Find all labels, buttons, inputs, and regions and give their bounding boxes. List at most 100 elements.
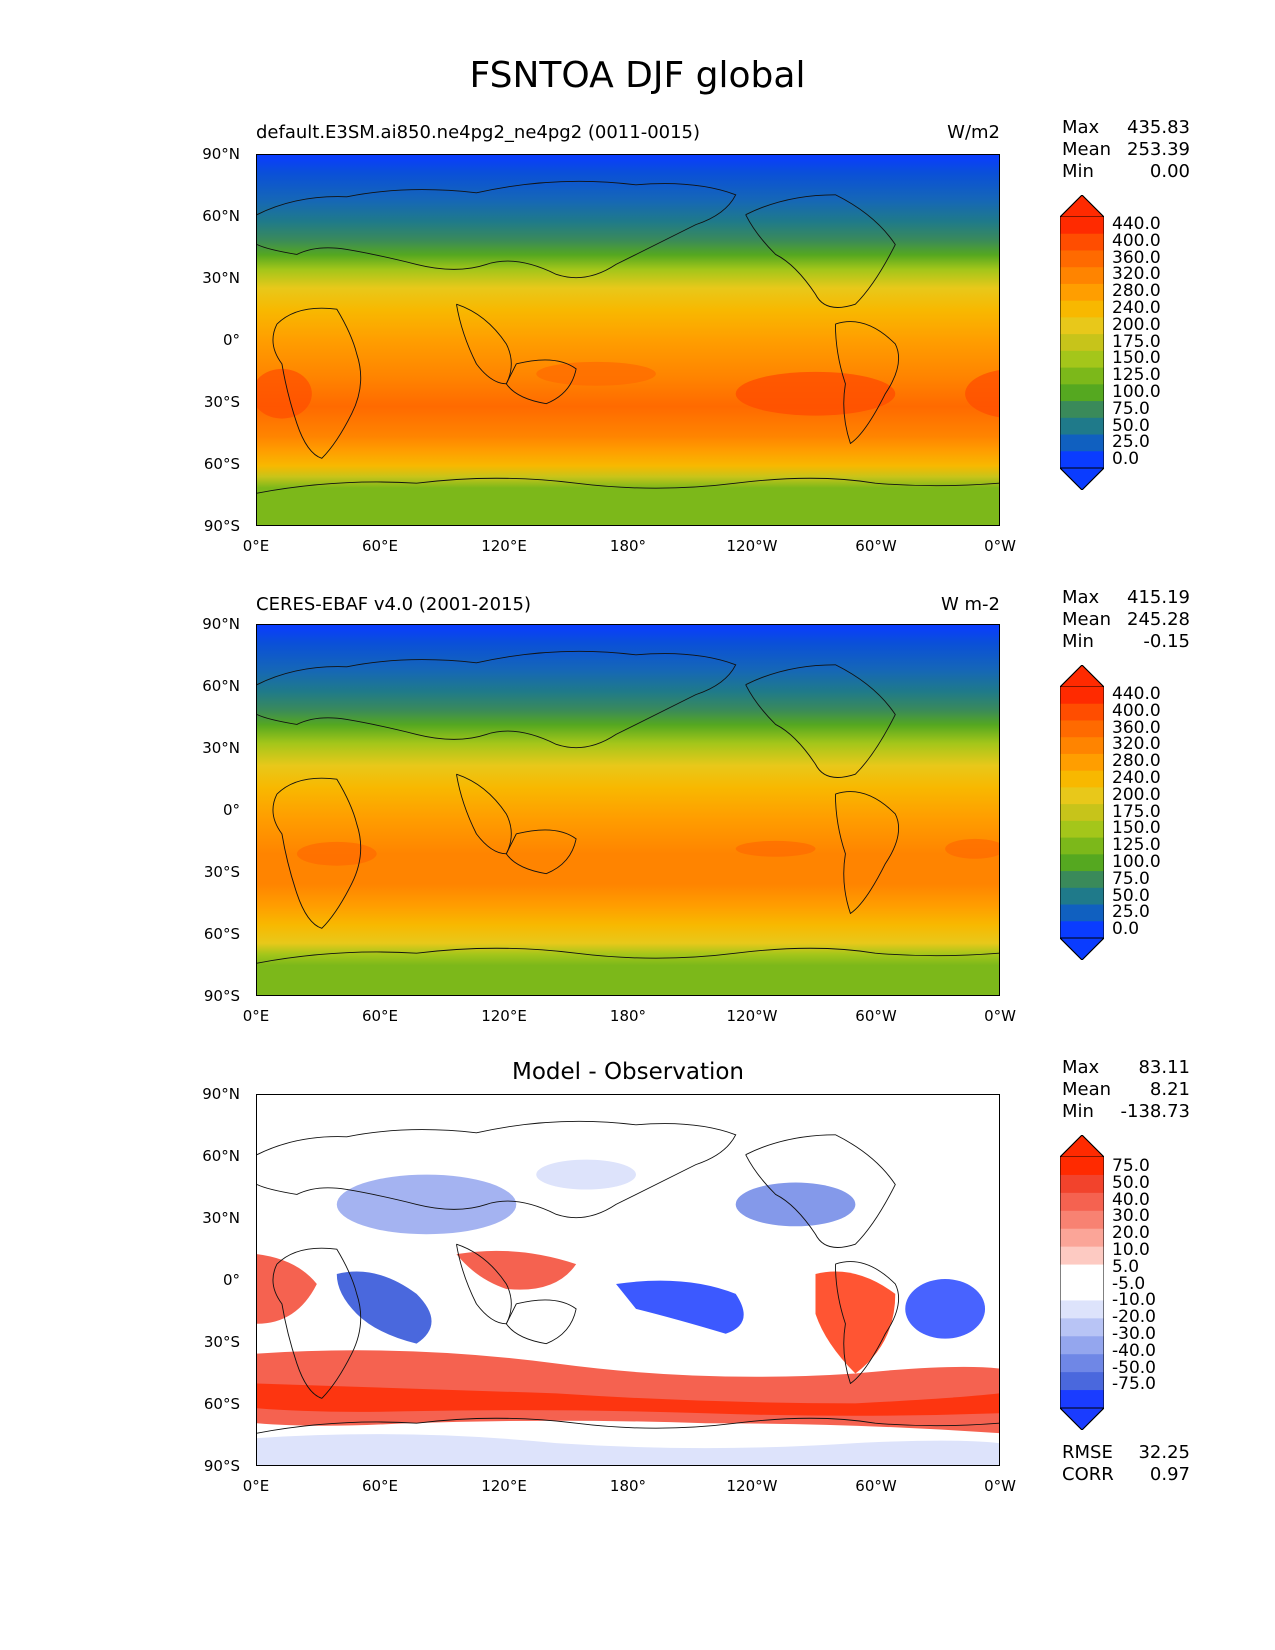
panel-units: W/m2: [947, 122, 1000, 143]
colorbar-segment: [1060, 1228, 1104, 1248]
colorbar-segment: [1060, 417, 1104, 436]
colorbar-segment: [1060, 820, 1104, 839]
colorbar-tick-label: 25.0: [1112, 902, 1150, 923]
colorbar-tick-label: -75.0: [1112, 1374, 1156, 1395]
lat-tick-label: 60°S: [203, 925, 240, 943]
colorbar-segment: [1060, 1390, 1104, 1409]
colorbar-segment: [1060, 1210, 1104, 1230]
colorbar-labels: 75.0 50.0 40.0 30.0 20.0 10.0 5.0 -5.0 -10.0 -20.…: [1112, 1158, 1156, 1393]
colorbar-segment: [1060, 1372, 1104, 1391]
map-difference: [256, 1094, 1000, 1466]
stat-label: Max: [1062, 1057, 1100, 1078]
colorbar-tick-label: 440.0: [1112, 214, 1161, 234]
colorbar-tick-label: 75.0: [1112, 868, 1150, 889]
colorbar-segment: [1060, 1157, 1104, 1176]
score-box: RMSE 32.25 CORR 0.97: [1062, 1442, 1190, 1486]
colorbar-segment: [1060, 1354, 1104, 1373]
colorbar-extend-top: [1060, 1135, 1104, 1158]
colorbar-tick-label: -40.0: [1112, 1340, 1156, 1361]
lat-tick-label: 30°S: [203, 393, 240, 411]
lat-tick-label: 60°S: [203, 455, 240, 473]
colorbar-tick-label: 240.0: [1112, 297, 1161, 318]
stat-label: Mean: [1062, 139, 1112, 160]
colorbar-tick-label: 360.0: [1112, 247, 1161, 268]
colorbar-tick-label: 150.0: [1112, 818, 1161, 839]
colorbar: [1060, 1135, 1104, 1430]
figure-title: FSNTOA DJF global: [469, 55, 806, 96]
lat-tick-label: 0°: [222, 1271, 240, 1289]
colorbar-labels: 440.0 400.0 360.0 320.0 280.0 240.0 200.0 175.0…: [1112, 686, 1161, 938]
colorbar-tick-label: 75.0: [1112, 1156, 1150, 1176]
colorbar-labels: 440.0 400.0 360.0 320.0 280.0 240.0 200.0 175.0…: [1112, 216, 1161, 468]
colorbar-segment: [1060, 451, 1104, 469]
lat-tick-label: 60°N: [202, 677, 240, 695]
colorbar-segment: [1060, 1246, 1104, 1266]
lat-tick-label: 30°N: [202, 1209, 240, 1227]
lat-tick-label: 0°: [222, 331, 240, 349]
colorbar-extend-bottom: [1060, 937, 1104, 960]
colorbar-tick-label: 125.0: [1112, 365, 1161, 386]
lon-tick-label: 120°W: [726, 1477, 778, 1495]
panel-units: W m-2: [940, 594, 1000, 615]
colorbar-tick-label: -10.0: [1112, 1290, 1156, 1311]
stat-value: 8.21: [1149, 1079, 1190, 1100]
colorbar-segment: [1060, 334, 1104, 352]
lat-tick-label: 90°N: [202, 1085, 240, 1103]
colorbar-segment: [1060, 1264, 1104, 1283]
colorbar-segment: [1060, 317, 1104, 335]
lon-tick-label: 180°: [609, 1477, 647, 1495]
stat-label: Max: [1062, 587, 1100, 608]
colorbar-segment: [1060, 720, 1104, 738]
stat-label: Min: [1062, 161, 1094, 182]
colorbar-tick-label: 100.0: [1112, 381, 1161, 402]
map-observation: [256, 624, 1000, 996]
colorbar-tick-label: 125.0: [1112, 835, 1161, 856]
colorbar-tick-label: 200.0: [1112, 784, 1161, 805]
stats-box: Max 83.11 Mean 8.21 Min -138.73: [1062, 1057, 1190, 1123]
colorbar-segment: [1060, 837, 1104, 855]
colorbar: [1060, 195, 1104, 490]
lat-tick-label: 30°S: [203, 1333, 240, 1351]
map-model: [256, 154, 1000, 526]
lon-tick-label: 120°E: [481, 1007, 527, 1025]
colorbar-tick-label: 0.0: [1112, 919, 1140, 940]
colorbar-segment: [1060, 384, 1104, 402]
colorbar-segment: [1060, 350, 1104, 369]
colorbar-segment: [1060, 871, 1104, 889]
stat-value: 253.39: [1127, 139, 1190, 160]
lat-tick-label: 60°N: [202, 1147, 240, 1165]
colorbar-tick-label: 40.0: [1112, 1189, 1150, 1210]
colorbar-segment: [1060, 904, 1104, 922]
lon-tick-label: 120°W: [726, 1007, 778, 1025]
colorbar-segment: [1060, 804, 1104, 822]
colorbar-extend-top: [1060, 665, 1104, 688]
colorbar-segment: [1060, 233, 1104, 251]
colorbar-segment: [1060, 1318, 1104, 1337]
colorbar-segment: [1060, 921, 1104, 939]
panel-title: default.E3SM.ai850.ne4pg2_ne4pg2 (0011-0…: [256, 122, 701, 143]
colorbar-tick-label: 75.0: [1112, 398, 1150, 419]
colorbar-tick-label: 280.0: [1112, 751, 1161, 772]
colorbar-tick-label: 20.0: [1112, 1223, 1150, 1244]
colorbar-segment: [1060, 434, 1104, 452]
colorbar-tick-label: 440.0: [1112, 684, 1161, 704]
panel-title: CERES-EBAF v4.0 (2001-2015): [256, 594, 532, 615]
rmse-value: 32.25: [1138, 1442, 1190, 1463]
lon-tick-label: 0°W: [984, 1007, 1016, 1025]
lon-tick-label: 0°W: [984, 537, 1016, 555]
colorbar-tick-label: 10.0: [1112, 1239, 1150, 1260]
lon-tick-label: 60°W: [855, 1477, 897, 1495]
colorbar-segment: [1060, 267, 1104, 285]
stat-value: -0.15: [1143, 631, 1190, 652]
colorbar-tick-label: 150.0: [1112, 348, 1161, 369]
colorbar-extend-top: [1060, 195, 1104, 218]
colorbar-segment: [1060, 1174, 1104, 1194]
stat-value: 0.00: [1149, 161, 1190, 182]
lat-tick-label: 90°N: [202, 145, 240, 163]
stats-box: Max 435.83 Mean 253.39 Min 0.00: [1062, 117, 1190, 183]
colorbar-segment: [1060, 1300, 1104, 1319]
colorbar-tick-label: 0.0: [1112, 449, 1140, 470]
colorbar-segment: [1060, 770, 1104, 788]
lon-tick-label: 120°E: [481, 537, 527, 555]
rmse-label: RMSE: [1062, 1442, 1113, 1463]
